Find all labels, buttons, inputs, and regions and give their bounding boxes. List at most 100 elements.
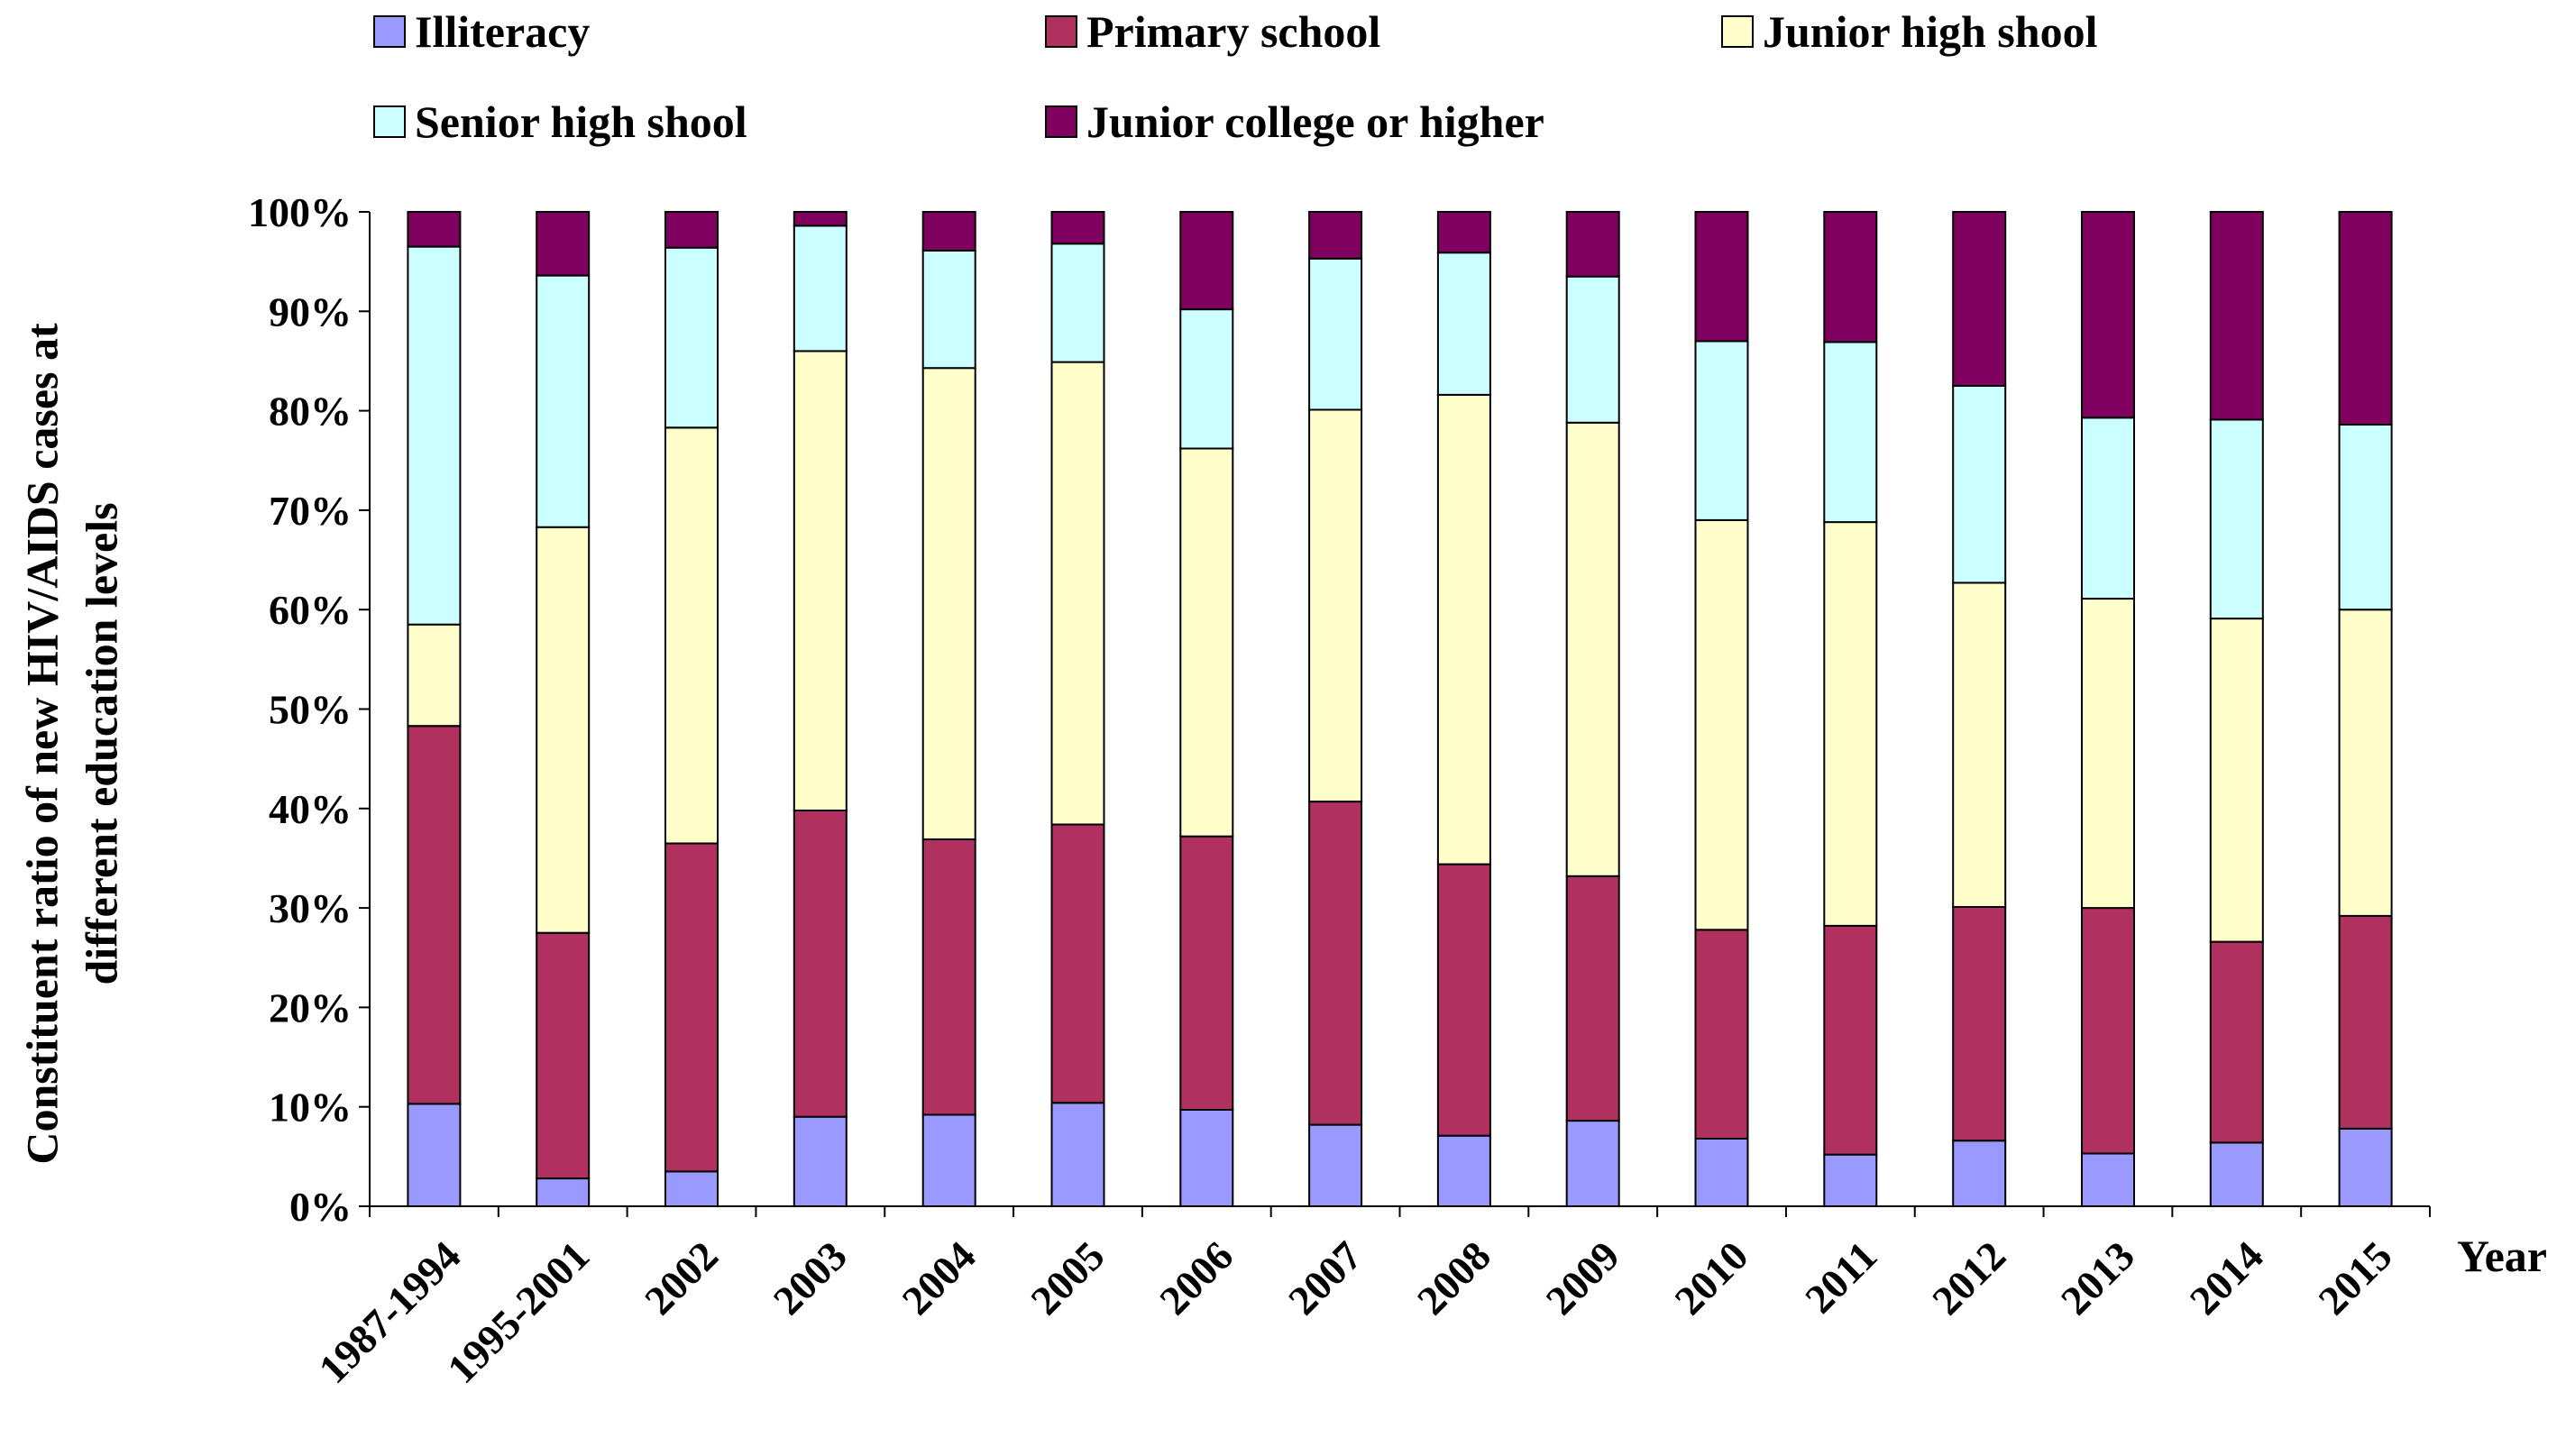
bar-segment-primary-school-2004 [921, 838, 976, 1116]
x-tick-label-2013: 2013 [2052, 1232, 2143, 1323]
bar-segment-junior-high-shool-2004 [921, 367, 976, 840]
bar-segment-primary-school-2002 [664, 842, 719, 1173]
bar-segment-primary-school-2006 [1179, 835, 1234, 1111]
bar-segment-senior-high-shool-2009 [1565, 275, 1620, 424]
bar-segment-junior-college-or-higher-2005 [1050, 211, 1105, 245]
y-tick-label: 90% [269, 288, 352, 334]
bar-segment-illiteracy-2014 [2209, 1141, 2264, 1208]
bar-segment-illiteracy-2009 [1565, 1120, 1620, 1207]
y-axis-title-line: different education levels [76, 502, 126, 984]
bar-segment-junior-college-or-higher-2012 [1952, 211, 2007, 387]
bar-segment-senior-high-shool-2010 [1694, 340, 1749, 521]
x-tick-label-2012: 2012 [1923, 1232, 2014, 1323]
legend: Illiteracy Primary school Junior high shoo… [373, 6, 2098, 147]
y-tick-label: 30% [269, 885, 352, 931]
bar-segment-junior-high-shool-2012 [1952, 581, 2007, 909]
legend-swatch-junior-high-shool [1721, 15, 1754, 48]
bar-segment-junior-college-or-higher-2007 [1308, 211, 1363, 260]
bar-segment-senior-high-shool-2015 [2338, 424, 2393, 611]
bar-segment-illiteracy-2006 [1179, 1109, 1234, 1207]
y-tick-label: 20% [269, 984, 352, 1030]
bar-segment-primary-school-2015 [2338, 914, 2393, 1130]
bar-segment-primary-school-2008 [1436, 863, 1491, 1137]
bar-segment-junior-college-or-higher-2008 [1436, 211, 1491, 254]
y-tick-label: 60% [269, 587, 352, 633]
bar-segment-primary-school-1987-1994 [407, 725, 462, 1105]
y-tick-label: 0% [289, 1184, 352, 1230]
x-tick-label-2008: 2008 [1408, 1232, 1499, 1323]
y-tick-label: 100% [248, 189, 352, 235]
legend-label-junior-high-shool: Junior high shool [1763, 6, 2098, 57]
x-tick-label-2003: 2003 [765, 1232, 856, 1323]
bar-segment-junior-college-or-higher-2002 [664, 211, 719, 249]
bar-segment-senior-high-shool-2014 [2209, 418, 2264, 620]
bar-segment-primary-school-2014 [2209, 940, 2264, 1144]
bar-segment-senior-high-shool-2013 [2081, 417, 2135, 600]
bar-segment-senior-high-shool-2008 [1436, 252, 1491, 396]
bar-segment-junior-college-or-higher-2014 [2209, 211, 2264, 421]
legend-swatch-senior-high-shool [373, 105, 406, 138]
bar-segment-junior-high-shool-2014 [2209, 618, 2264, 943]
legend-label-junior-college-or-higher: Junior college or higher [1086, 96, 1544, 147]
y-tick-label: 70% [269, 488, 352, 534]
bar-segment-senior-high-shool-1995-2001 [536, 274, 591, 528]
bar-segment-junior-high-shool-2009 [1565, 421, 1620, 877]
x-axis-title: Year [2457, 1231, 2547, 1281]
bar-segment-junior-high-shool-1995-2001 [536, 526, 591, 934]
bar-segment-junior-college-or-higher-2010 [1694, 211, 1749, 343]
bar-segment-junior-high-shool-2010 [1694, 518, 1749, 931]
x-tick-label-2004: 2004 [893, 1232, 985, 1323]
legend-swatch-primary-school [1045, 15, 1077, 48]
bar-segment-junior-high-shool-2005 [1050, 361, 1105, 826]
bar-segment-illiteracy-2002 [664, 1170, 719, 1208]
y-axis-ticks: 0% 10% 20% 30% 40% 50% 60% 70% 80% 90% 100% [248, 189, 370, 1230]
x-tick-label-2007: 2007 [1279, 1232, 1370, 1323]
bar-segment-senior-high-shool-2006 [1179, 308, 1234, 450]
bar-segment-illiteracy-2008 [1436, 1134, 1491, 1207]
bar-segment-illiteracy-2004 [921, 1113, 976, 1207]
bar-segment-illiteracy-2010 [1694, 1138, 1749, 1207]
legend-label-illiteracy: Illiteracy [415, 6, 590, 57]
x-tick-label-1995-2001: 1995-2001 [438, 1232, 598, 1392]
bar-segment-illiteracy-2013 [2081, 1152, 2135, 1207]
x-tick-label-2015: 2015 [2310, 1232, 2401, 1323]
y-tick-label: 80% [269, 389, 352, 435]
y-tick-label: 10% [269, 1085, 352, 1131]
legend-label-primary-school: Primary school [1086, 6, 1380, 57]
bar-segment-junior-high-shool-2002 [664, 426, 719, 845]
legend-label-senior-high-shool: Senior high shool [415, 96, 747, 147]
bar-segment-primary-school-2003 [793, 810, 848, 1118]
x-tick-label-1987-1994: 1987-1994 [309, 1232, 469, 1392]
bar-segment-primary-school-2011 [1823, 925, 1878, 1156]
bar-segment-junior-high-shool-2013 [2081, 598, 2135, 910]
bar-segment-junior-high-shool-2015 [2338, 609, 2393, 917]
y-tick-label: 50% [269, 687, 352, 733]
bar-segment-illiteracy-1987-1994 [407, 1103, 462, 1208]
bar-segment-junior-college-or-higher-2015 [2338, 211, 2393, 426]
bar-segment-primary-school-1995-2001 [536, 931, 591, 1180]
bar-segment-primary-school-2010 [1694, 929, 1749, 1140]
bar-segment-junior-high-shool-2007 [1308, 408, 1363, 803]
bar-segment-junior-college-or-higher-2009 [1565, 211, 1620, 278]
bar-segment-junior-college-or-higher-2004 [921, 211, 976, 252]
bar-segment-junior-high-shool-2006 [1179, 447, 1234, 838]
bar-segment-primary-school-2007 [1308, 801, 1363, 1126]
bar-segment-illiteracy-2011 [1823, 1153, 1878, 1207]
bar-segment-senior-high-shool-1987-1994 [407, 245, 462, 626]
bar-segment-primary-school-2009 [1565, 875, 1620, 1122]
bar-segment-junior-college-or-higher-1995-2001 [536, 211, 591, 277]
bar-segment-primary-school-2012 [1952, 906, 2007, 1142]
bar-segment-illiteracy-2012 [1952, 1140, 2007, 1207]
bar-segment-illiteracy-1995-2001 [536, 1177, 591, 1207]
legend-swatch-illiteracy [373, 15, 406, 48]
bar-segment-senior-high-shool-2007 [1308, 257, 1363, 411]
bar-segment-primary-school-2005 [1050, 823, 1105, 1104]
bar-segment-senior-high-shool-2003 [793, 224, 848, 353]
x-tick-label-2009: 2009 [1537, 1232, 1628, 1323]
bar-segment-senior-high-shool-2012 [1952, 385, 2007, 584]
bar-segment-illiteracy-2003 [793, 1115, 848, 1207]
y-axis-title: Constituent ratio of new HIV/AIDS cases … [16, 323, 126, 1165]
bar-segment-junior-college-or-higher-2003 [793, 211, 848, 227]
